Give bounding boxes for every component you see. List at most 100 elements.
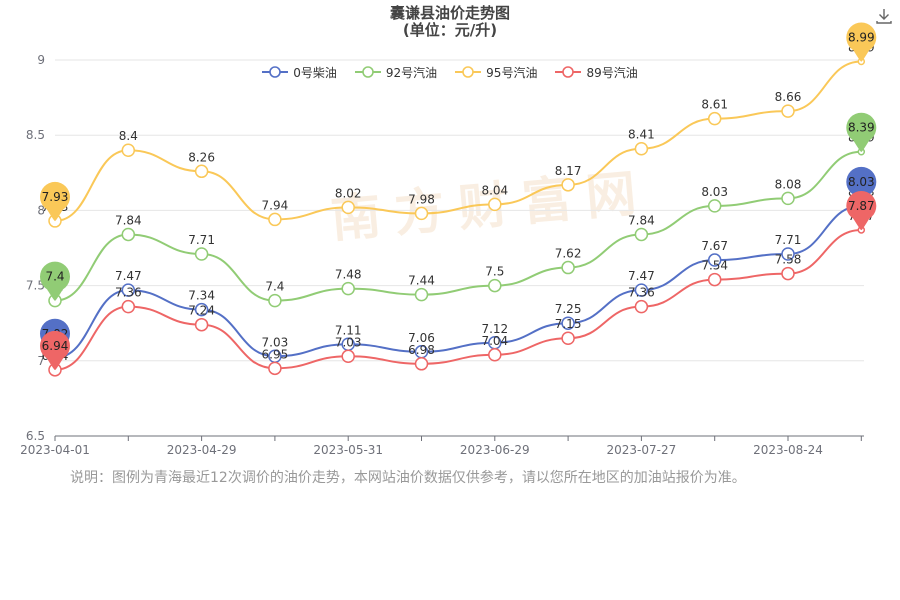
data-label: 7.44 [408,274,435,288]
pin-head [846,112,877,143]
data-label: 7.98 [408,192,435,206]
legend-swatch [555,66,582,78]
chart-title: 囊谦县油价走势图 [389,4,510,22]
data-point [781,191,795,206]
legend-item[interactable]: 0号柴油 [262,63,337,81]
data-label: 7.47 [115,269,142,283]
data-point [488,278,502,293]
data-point [341,349,355,364]
data-point [194,317,209,332]
pin-head [40,330,70,361]
series-line-3 [54,228,862,371]
x-tick-label: 2023-04-01 [20,443,90,457]
data-label: 7.94 [262,198,289,212]
pin-label: 8.99 [848,31,875,45]
series-line-0 [54,204,862,359]
x-tick-label: 2023-07-27 [607,443,677,457]
data-point [194,247,209,261]
value-pin: 6.94 [40,330,70,371]
data-label: 7.36 [628,286,655,300]
data-label: 7.36 [115,286,142,300]
pin-head [846,22,877,53]
pin-head [40,181,70,212]
x-tick-label: 2023-06-29 [460,443,530,457]
legend-label: 89号汽油 [586,65,638,80]
y-tick-label: 9 [37,53,45,67]
x-tick-label: 2023-08-24 [753,443,823,457]
data-label: 7.58 [775,253,802,267]
data-point [194,164,209,179]
data-label: 7.54 [701,259,728,273]
legend-item[interactable]: 95号汽油 [455,63,537,81]
legend-item[interactable]: 92号汽油 [354,63,438,81]
data-point [561,178,575,192]
y-tick-label: 7.5 [26,279,45,293]
data-label: 7.47 [628,269,655,283]
data-label: 7.06 [408,331,435,345]
value-pin: 7.87 [846,190,877,231]
legend: 0号柴油 92号汽油 95号汽油 89号汽油 [0,63,900,81]
pin-label: 7.93 [42,190,69,204]
data-point [634,227,649,242]
value-pin: 8.99 [846,22,877,62]
data-label: 8.02 [335,186,362,200]
data-label: 7.03 [335,335,362,349]
data-point [341,281,355,296]
pin-label: 7.4 [45,270,64,284]
data-point [561,260,575,275]
pin-label: 8.39 [848,121,875,135]
data-label: 7.03 [262,335,289,349]
chart-subtitle: (单位：元/升) [402,21,498,39]
data-point [194,302,209,317]
data-point [634,283,649,297]
data-point [121,283,136,297]
data-label: 7.5 [485,265,504,279]
y-tick-label: 7 [37,354,45,368]
data-point [781,104,795,118]
legend-label: 0号柴油 [293,65,337,80]
data-label: 8.61 [701,98,728,112]
data-point [561,316,575,330]
legend-label: 92号汽油 [385,65,438,80]
y-tick-label: 8 [37,203,45,217]
data-label: 6.95 [262,347,289,361]
data-label: 6.98 [408,343,435,357]
value-pin: 7.4 [40,261,70,301]
data-label: 8.04 [481,183,508,197]
legend-item[interactable]: 89号汽油 [555,63,638,81]
data-point [414,287,429,302]
data-label: 7.84 [628,213,655,227]
pin-label: 7.87 [848,199,875,213]
pin-head [846,166,877,197]
data-label: 7.25 [555,302,582,316]
legend-swatch [455,66,482,78]
data-point [121,299,136,314]
data-label: 7.04 [481,334,508,348]
data-label: 7.62 [555,247,582,261]
data-point [707,199,722,213]
data-point [414,357,429,371]
data-point [268,361,282,376]
legend-label: 95号汽油 [486,65,538,80]
pin-label: 6.94 [42,339,69,353]
y-tick-label: 8.5 [26,128,45,142]
data-label: 8.03 [701,185,728,199]
data-label: 7.11 [335,323,362,337]
data-point [634,141,649,156]
data-label: 8.66 [775,90,802,104]
value-pin: 7.93 [40,181,70,222]
data-point [268,293,282,308]
data-point [488,348,502,362]
download-icon[interactable] [874,6,894,26]
data-label: 7.71 [775,233,802,247]
data-label: 8.41 [628,128,655,142]
data-point [634,299,649,314]
legend-swatch [262,66,289,78]
data-label: 7.12 [481,322,508,336]
pin-label: 8.03 [848,175,875,189]
data-label: 7.84 [115,213,142,227]
data-label: 8.08 [775,177,802,191]
data-point [414,206,429,221]
data-label: 7.34 [188,289,215,303]
data-point [121,143,136,157]
